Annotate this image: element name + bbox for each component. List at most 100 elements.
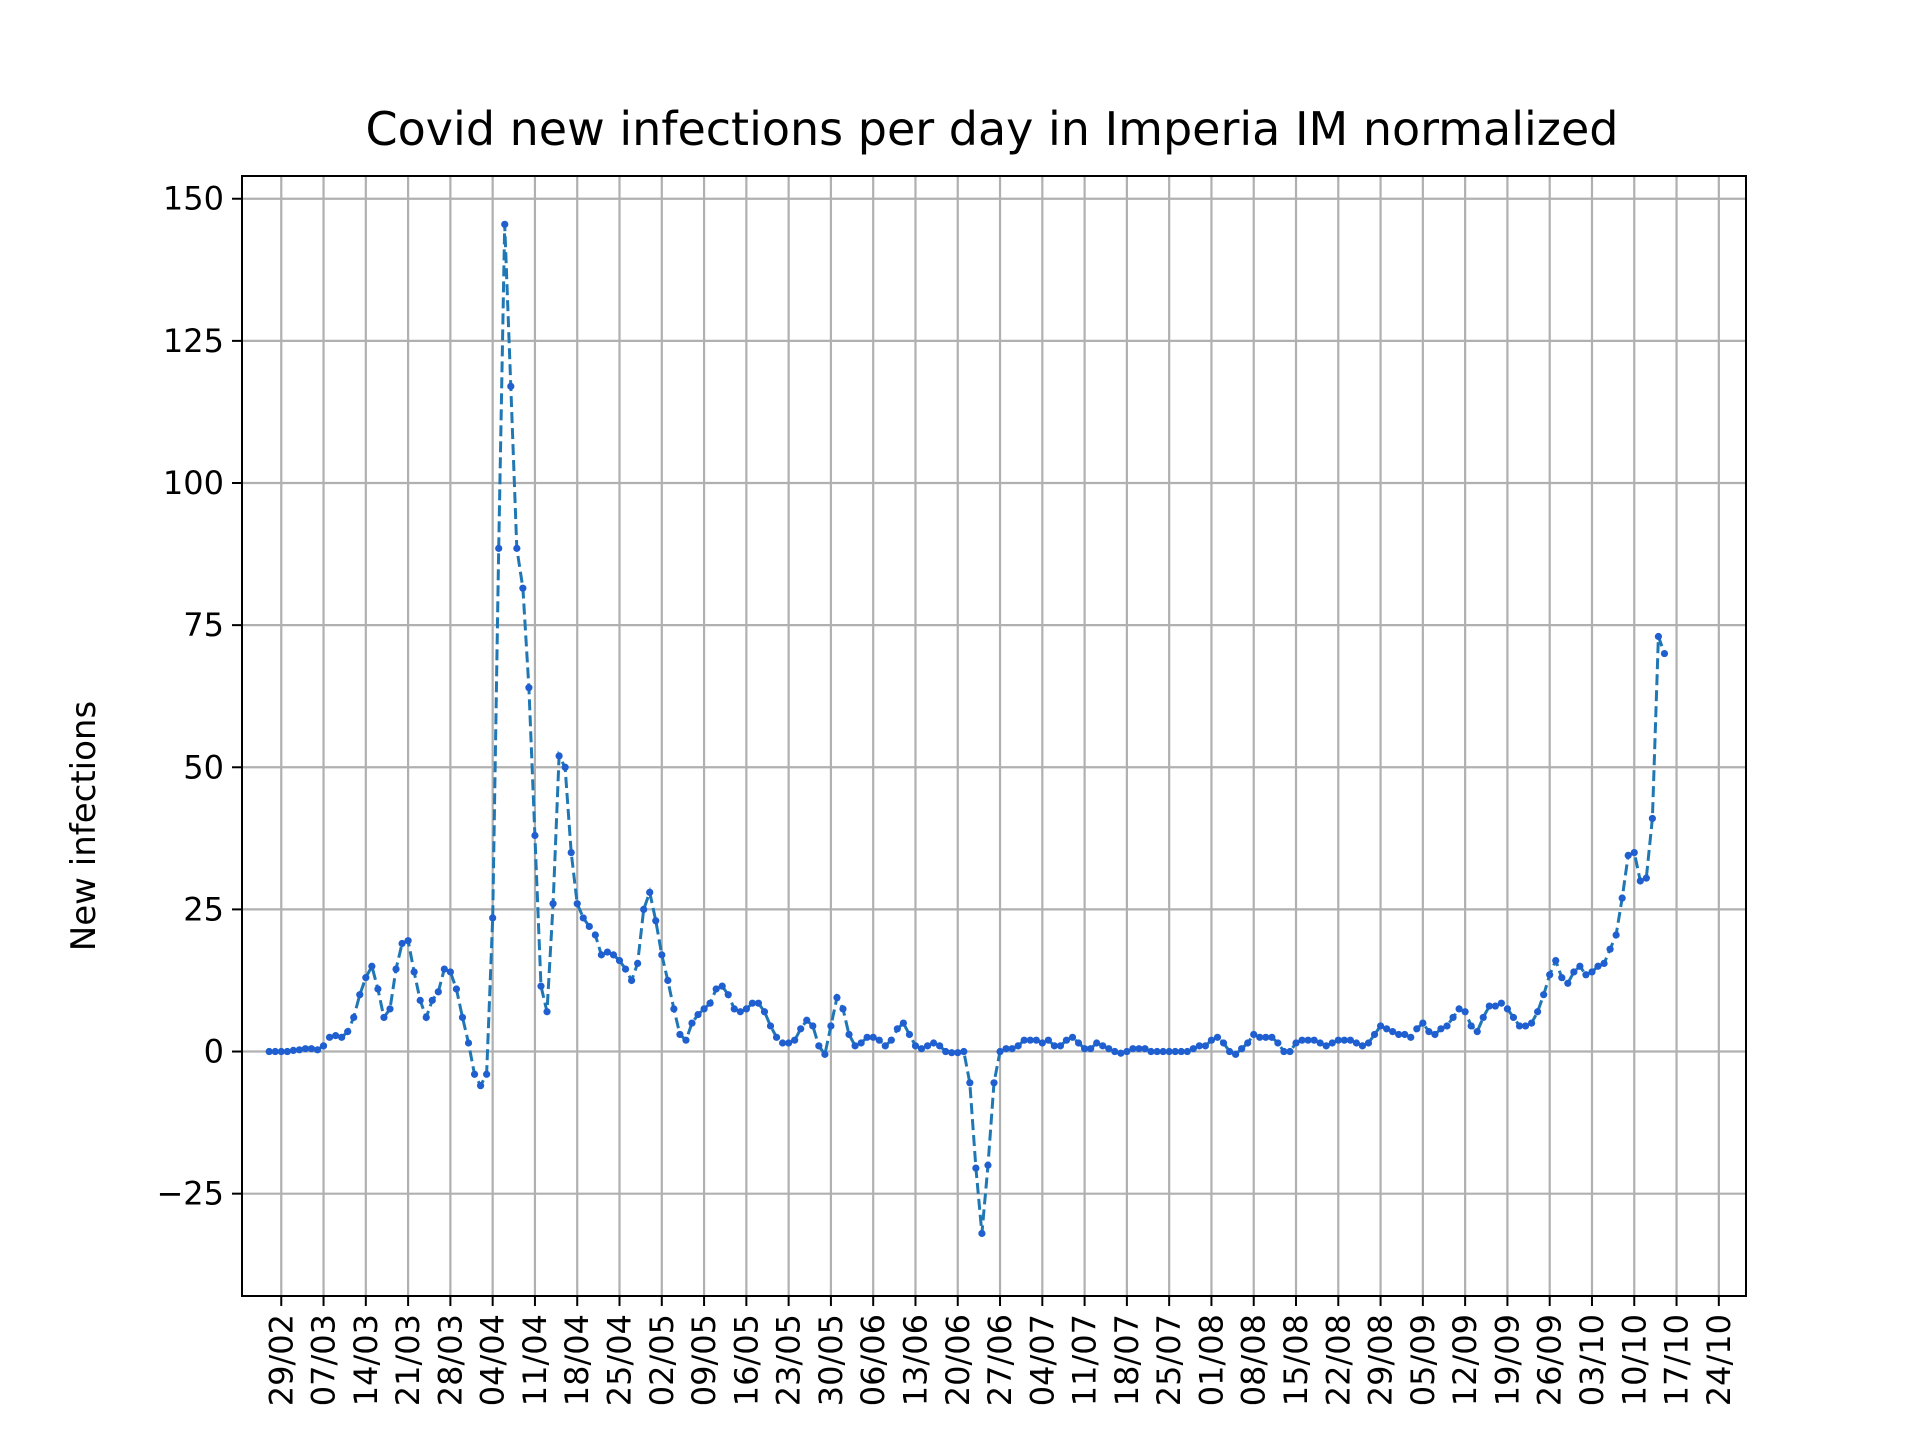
- x-tick-label: 09/05: [685, 1314, 723, 1406]
- data-point: [356, 991, 364, 999]
- y-axis-label: New infections: [64, 701, 104, 951]
- data-point: [863, 1033, 871, 1041]
- x-tick-label: 03/10: [1573, 1314, 1611, 1406]
- data-point: [350, 1013, 358, 1022]
- data-point: [1340, 1036, 1348, 1044]
- y-tick-label: −25: [156, 1175, 224, 1213]
- data-point: [1600, 959, 1608, 968]
- data-point: [325, 1033, 334, 1041]
- data-point: [875, 1036, 883, 1044]
- data-point: [1467, 1022, 1475, 1030]
- data-point: [1014, 1042, 1022, 1050]
- data-point: [682, 1036, 690, 1044]
- data-point: [344, 1028, 352, 1036]
- data-point: [277, 1047, 285, 1056]
- data-point: [476, 1082, 485, 1090]
- data-point: [754, 999, 763, 1007]
- data-point: [338, 1033, 346, 1041]
- data-point: [289, 1046, 297, 1054]
- y-tick-label: 125: [163, 322, 224, 360]
- data-point: [1038, 1039, 1046, 1047]
- data-point: [1074, 1039, 1083, 1047]
- data-point: [332, 1032, 340, 1040]
- data-point: [410, 968, 418, 976]
- data-point: [652, 917, 660, 925]
- data-point: [549, 900, 557, 908]
- data-point: [603, 948, 612, 956]
- data-point: [845, 1030, 853, 1039]
- y-tick-label: 50: [183, 748, 224, 786]
- data-point: [446, 968, 454, 976]
- data-point: [851, 1042, 859, 1050]
- data-point: [1395, 1030, 1403, 1039]
- data-point: [1473, 1028, 1481, 1036]
- data-point: [1050, 1042, 1059, 1050]
- data-point: [283, 1047, 291, 1056]
- data-point: [730, 1005, 738, 1013]
- data-point: [881, 1042, 889, 1050]
- data-point: [646, 888, 654, 896]
- data-point: [911, 1042, 920, 1050]
- data-point: [265, 1047, 273, 1056]
- data-point: [519, 584, 527, 592]
- data-point: [1479, 1013, 1487, 1022]
- series-infections: [265, 220, 1669, 1238]
- data-point: [567, 848, 575, 857]
- x-tick-label: 28/03: [431, 1314, 469, 1406]
- data-point: [1370, 1030, 1379, 1039]
- data-point: [1606, 945, 1614, 953]
- data-point: [374, 985, 382, 993]
- data-point: [1068, 1033, 1077, 1041]
- x-tick-label: 12/09: [1446, 1314, 1484, 1406]
- data-point: [1201, 1042, 1210, 1050]
- data-point: [597, 951, 605, 959]
- data-point: [1129, 1045, 1137, 1053]
- data-point: [1564, 979, 1572, 987]
- data-point: [440, 965, 448, 973]
- data-point: [984, 1161, 992, 1169]
- data-point: [1431, 1030, 1439, 1039]
- x-tick-label: 26/09: [1531, 1314, 1569, 1406]
- x-tick-label: 16/05: [727, 1314, 765, 1406]
- x-tick-label: 20/06: [939, 1314, 977, 1406]
- data-point: [489, 914, 497, 922]
- data-point: [380, 1013, 388, 1022]
- data-point: [434, 988, 442, 996]
- y-tick-label: 150: [163, 180, 224, 218]
- data-point: [1171, 1047, 1179, 1056]
- data-point: [772, 1033, 781, 1041]
- data-point: [1286, 1047, 1294, 1056]
- data-point: [948, 1049, 956, 1057]
- data-point: [1117, 1049, 1125, 1057]
- data-point: [990, 1079, 998, 1087]
- data-point: [1588, 968, 1596, 976]
- grid-lines: [242, 176, 1746, 1296]
- data-point: [1389, 1028, 1397, 1036]
- x-tick-label: 27/06: [981, 1314, 1019, 1406]
- data-point: [1268, 1033, 1276, 1041]
- data-point: [573, 900, 581, 908]
- data-point: [1062, 1036, 1071, 1044]
- data-point: [700, 1005, 708, 1013]
- data-point: [1558, 974, 1566, 982]
- data-point: [1310, 1036, 1318, 1044]
- data-point: [525, 684, 533, 692]
- data-point: [1141, 1045, 1149, 1053]
- data-point: [555, 752, 563, 760]
- data-point: [1636, 877, 1644, 885]
- chart-title: Covid new infections per day in Imperia …: [366, 102, 1619, 156]
- y-tick-label: 0: [204, 1033, 224, 1071]
- data-point: [760, 1008, 769, 1016]
- data-point: [1582, 971, 1590, 979]
- data-point: [712, 985, 720, 993]
- data-point: [1642, 874, 1650, 882]
- x-tick-label: 01/08: [1192, 1314, 1230, 1406]
- data-point: [1630, 848, 1638, 857]
- data-point: [869, 1033, 877, 1041]
- data-point: [627, 976, 636, 985]
- data-point: [1654, 632, 1663, 641]
- data-point: [839, 1005, 847, 1013]
- data-point: [301, 1045, 310, 1053]
